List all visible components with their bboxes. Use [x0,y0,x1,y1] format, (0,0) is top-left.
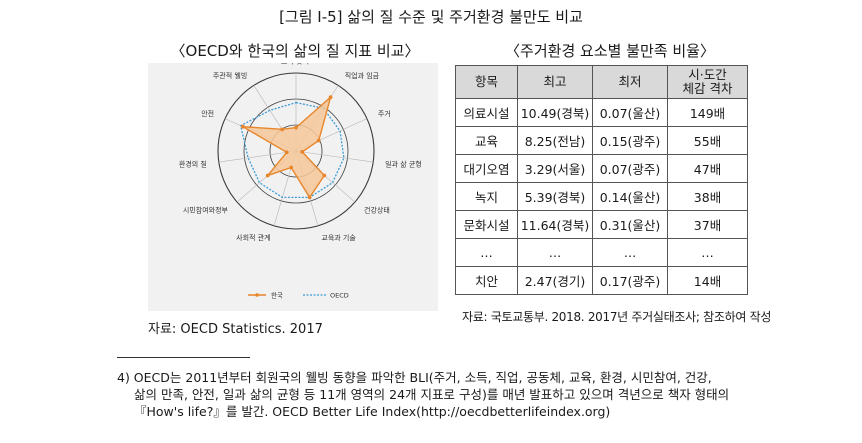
table-row: 치안 2.47(경기) 0.17(광주) 14배 [455,266,748,295]
korea-data-point [300,149,305,154]
table-row: 문화시설 11.64(경북) 0.31(울산) 37배 [455,210,748,239]
legend-korea-label: 한국 [271,292,283,300]
axis-label: 안전 [201,109,214,118]
footnote-line: 4) OECD는 2011년부터 회원국의 웰빙 동향을 파악한 BLI(주거,… [117,370,712,385]
cell-lowest: 0.07(광주) [592,154,668,183]
korea-data-point [316,138,321,143]
cell-highest: 10.49(경북) [517,98,593,127]
axis-label: 교육과 기술 [321,233,356,242]
cell-item: 녹지 [455,182,518,211]
header-highest: 최고 [517,65,593,99]
korea-data-point [307,195,312,200]
cell-gap: 55배 [667,126,748,155]
table-row: 녹지 5.39(경북) 0.14(울산) 38배 [455,182,748,211]
korea-series-area [242,95,332,199]
cell-highest: 5.39(경북) [517,182,593,211]
korea-data-point [289,165,294,170]
korea-data-point [284,150,289,155]
korea-data-point [328,95,333,100]
dissatisfaction-table: 항목 최고 최저 시·도간 체감 격차 의료시설 10.49(경북) 0.07(울산)… [455,65,748,295]
cell-highest: 8.25(전남) [517,126,593,155]
cell-highest: 11.64(경북) [517,210,593,239]
cell-lowest: 0.15(광주) [592,126,668,155]
cell-lowest: 0.07(울산) [592,98,668,127]
korea-data-point [280,127,284,132]
cell-gap: 14배 [667,266,748,295]
cell-lowest: 0.31(울산) [592,210,668,239]
footnote-line: 삶의 만족, 안전, 일과 삶의 균형 등 11개 영역의 24개 지표로 구성… [134,387,730,402]
cell-item: 치안 [455,266,518,295]
cell-item: … [455,238,518,267]
cell-gap: … [667,238,748,267]
table-row: 의료시설 10.49(경북) 0.07(울산) 149배 [455,98,748,127]
legend-oecd-label: OECD [330,292,349,300]
footnote-divider [117,357,250,358]
footnote-line: 『How's life?』를 발간. OECD Better Life Inde… [134,404,611,419]
header-gap-line: 체감 격차 [682,81,733,96]
korea-data-point [265,173,270,178]
cell-gap: 47배 [667,154,748,183]
cell-highest: 2.47(경기) [517,266,593,295]
korea-data-point [240,124,245,129]
header-gap-line: 시·도간 [688,67,727,82]
axis-label: 소득 및 부 [281,63,312,66]
axis-label: 시민참여와정부 [183,205,229,214]
header-gap: 시·도간 체감 격차 [667,65,748,99]
table-header-row: 항목 최고 최저 시·도간 체감 격차 [455,65,748,99]
korea-data-point [294,125,298,130]
cell-item: 교육 [455,126,518,155]
cell-lowest: 0.17(광주) [592,266,668,295]
table-row: 교육 8.25(전남) 0.15(광주) 55배 [455,126,748,155]
cell-item: 문화시설 [455,210,518,239]
cell-lowest: 0.14(울산) [592,182,668,211]
table-title: 〈주거환경 요소별 불만족 비율〉 [505,42,715,60]
cell-item: 의료시설 [455,98,518,127]
table-row: 대기오염 3.29(서울) 0.07(광주) 47배 [455,154,748,183]
cell-gap: 149배 [667,98,748,127]
cell-lowest: … [592,238,668,267]
radar-spoke [295,150,374,163]
cell-highest: 3.29(서울) [517,154,593,183]
cell-highest: … [517,238,593,267]
cell-gap: 37배 [667,210,748,239]
radar-chart-source: 자료: OECD Statistics. 2017 [148,322,323,337]
radar-chart-title: 〈OECD와 한국의 삶의 질 지표 비교〉 [170,42,420,60]
header-lowest: 최저 [592,65,668,99]
table-row: ………… [455,238,748,267]
cell-item: 대기오염 [455,154,518,183]
footnote: 4) OECD는 2011년부터 회원국의 웰빙 동향을 파악한 BLI(주거,… [117,369,747,420]
axis-label: 환경의 질 [179,159,207,168]
axis-label: 주관적 웰빙 [213,71,247,80]
oecd-series-line [239,101,345,199]
figure-title: [그림 Ⅰ-5] 삶의 질 수준 및 주거환경 불만도 비교 [279,8,583,26]
radar-spoke [218,150,297,163]
axis-label: 일과 삶 균형 [385,159,422,168]
axis-label: 직업과 임금 [345,71,380,80]
legend-korea-marker [255,293,259,297]
axis-label: 사회적 관계 [236,233,270,242]
axis-label: 주거 [378,109,391,118]
cell-gap: 38배 [667,182,748,211]
axis-label: 건강상태 [364,205,390,214]
table-source: 자료: 국토교통부. 2018. 2017년 주거실태조사; 참조하여 작성 [462,310,772,324]
korea-data-point [322,173,327,178]
header-item: 항목 [455,65,518,99]
